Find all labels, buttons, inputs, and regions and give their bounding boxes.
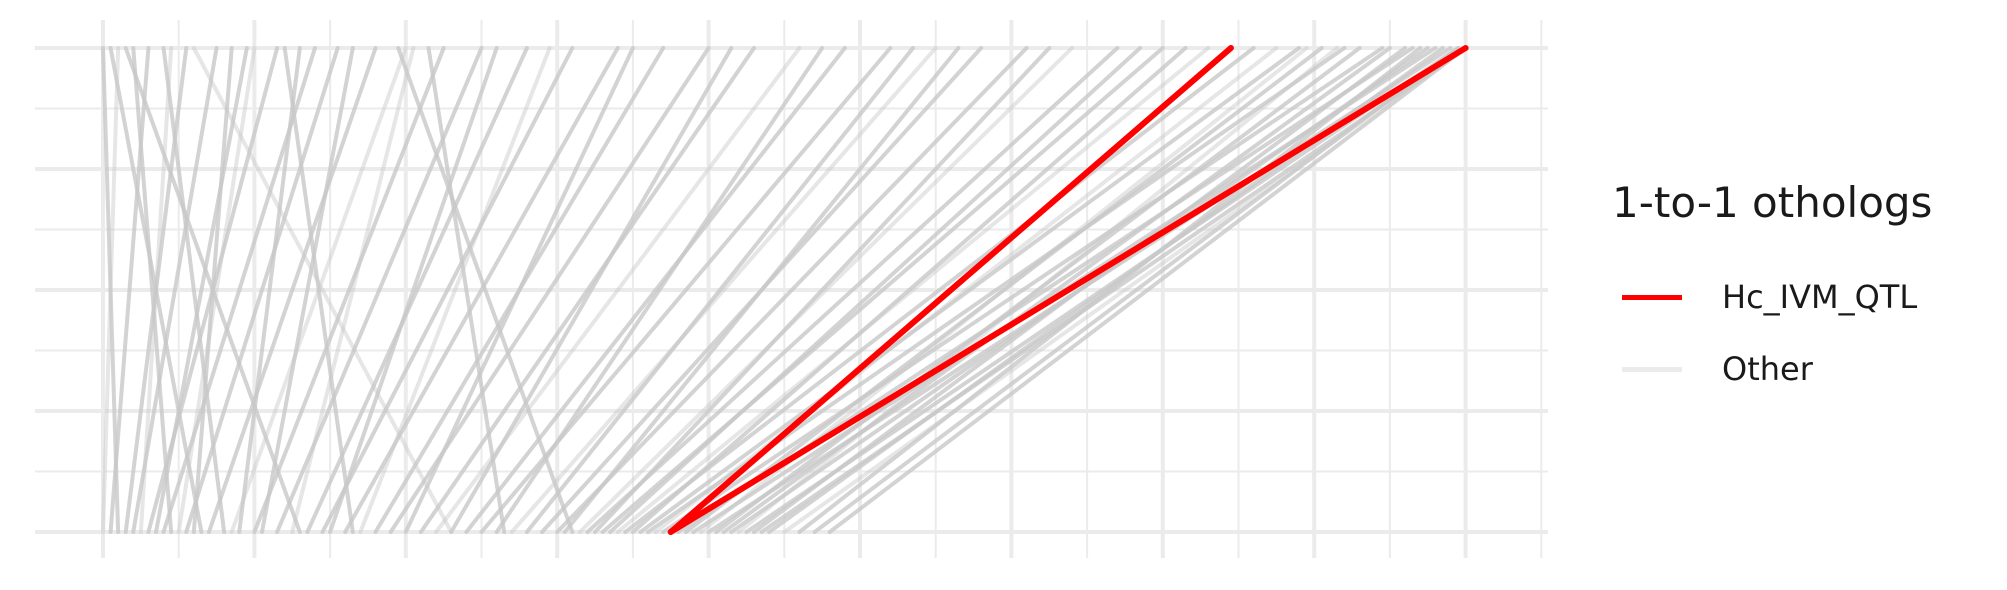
other-link	[131, 46, 219, 534]
other-link	[282, 46, 355, 534]
other-link	[418, 46, 757, 534]
other-link	[237, 46, 302, 534]
other-link	[630, 46, 1188, 534]
other-link	[123, 46, 302, 534]
legend-label-hc-ivm-qtl: Hc_IVM_QTL	[1722, 278, 1918, 316]
other-link	[426, 46, 507, 534]
other-link	[562, 46, 961, 534]
other-link	[593, 46, 1052, 534]
other-link	[524, 46, 915, 534]
other-link	[608, 46, 1143, 534]
other-link	[328, 46, 499, 534]
qtl-link	[667, 45, 1234, 535]
other-link	[797, 46, 1423, 534]
other-link	[555, 46, 1029, 534]
other-link	[358, 46, 552, 534]
other-link	[464, 46, 847, 534]
other-link	[736, 46, 1339, 534]
other-link	[252, 46, 446, 534]
other-link	[161, 46, 227, 534]
other-link	[108, 46, 204, 534]
legend-title: 1-to-1 othologs	[1612, 178, 1933, 227]
other-link	[577, 46, 1074, 534]
legend-label-other: Other	[1722, 350, 1813, 388]
other-link	[585, 46, 1120, 534]
legend-item-hc-ivm-qtl: Hc_IVM_QTL	[1612, 261, 1992, 333]
other-link	[623, 46, 1256, 534]
other-link	[812, 46, 1461, 534]
other-link	[403, 46, 635, 534]
other-link	[275, 46, 484, 534]
qtl-link	[667, 45, 1469, 535]
other-link	[653, 46, 1279, 534]
other-link	[206, 46, 378, 534]
other-link	[721, 46, 1392, 534]
legend-key-hc-ivm-qtl	[1622, 294, 1682, 300]
series-hc-ivm-qtl	[667, 45, 1469, 535]
other-link	[638, 46, 1302, 534]
other-link	[343, 46, 620, 534]
other-link	[305, 46, 529, 534]
other-link	[131, 46, 174, 534]
other-link	[827, 46, 1468, 534]
other-link	[449, 46, 734, 534]
legend: 1-to-1 othologs Hc_IVM_QTL Other	[1612, 178, 1992, 405]
other-link	[752, 46, 1408, 534]
other-link	[290, 46, 416, 534]
other-link	[494, 46, 825, 534]
other-link	[176, 46, 257, 534]
other-link	[396, 46, 575, 534]
other-link	[191, 46, 454, 534]
other-link	[320, 46, 575, 534]
other-link	[615, 46, 1211, 534]
other-link	[683, 46, 1324, 534]
other-link	[101, 46, 121, 534]
ortholog-synteny-plot	[35, 20, 1548, 558]
other-link	[153, 46, 249, 534]
other-link	[714, 46, 1362, 534]
other-link	[259, 46, 355, 534]
legend-item-other: Other	[1612, 333, 1992, 405]
legend-key-other	[1622, 366, 1682, 372]
other-link	[661, 46, 1385, 534]
other-link	[509, 46, 938, 534]
other-link	[184, 46, 340, 534]
